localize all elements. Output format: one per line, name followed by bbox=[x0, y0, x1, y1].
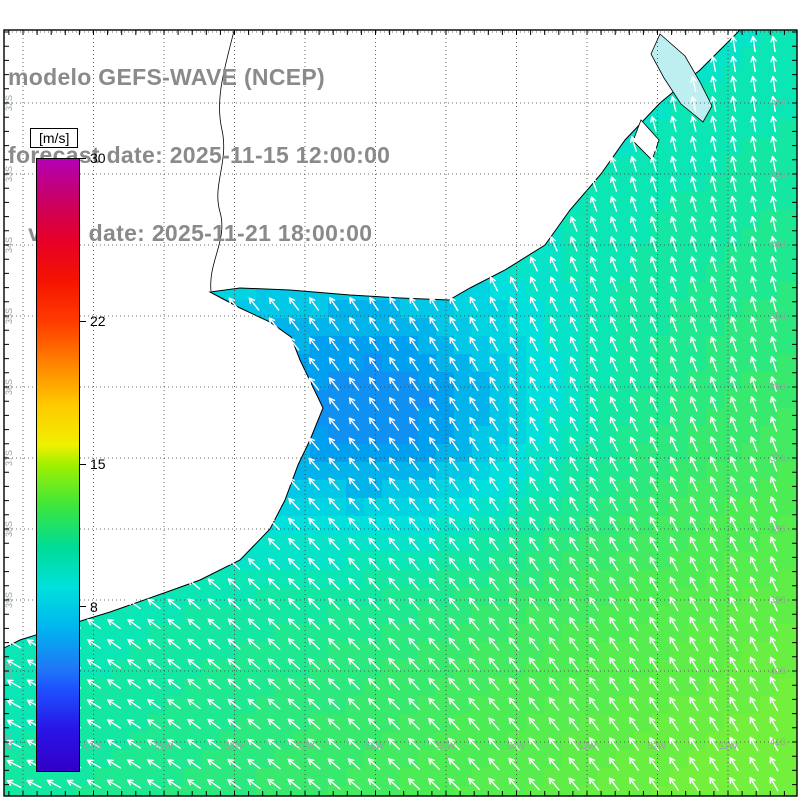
lat-label: 34S bbox=[770, 240, 786, 250]
lat-label: 40S bbox=[770, 666, 786, 676]
map-frame bbox=[3, 29, 798, 797]
lon-label: 52W bbox=[648, 741, 667, 751]
axis-ticks bbox=[4, 30, 797, 796]
graticule bbox=[4, 30, 797, 796]
lat-label: 41S bbox=[770, 737, 786, 747]
title-block: modelo GEFS-WAVE (NCEP) forecast date: 2… bbox=[8, 12, 390, 298]
lat-label: 36S bbox=[770, 382, 786, 392]
colorbar bbox=[36, 158, 80, 772]
lat-label: 35S bbox=[770, 311, 786, 321]
lon-label: 56W bbox=[366, 741, 385, 751]
lon-label: 60W bbox=[84, 741, 103, 751]
lat-label: 39S bbox=[770, 595, 786, 605]
lat-label: 38S bbox=[770, 524, 786, 534]
wind-arrows-layer bbox=[6, 35, 779, 792]
lon-label: 58W bbox=[225, 741, 244, 751]
lat-label: 32S bbox=[770, 98, 786, 108]
lon-label: 53W bbox=[578, 741, 597, 751]
lagoon-patos bbox=[650, 33, 713, 123]
colorbar-unit-label: [m/s] bbox=[30, 128, 79, 148]
lon-label: 55W bbox=[437, 741, 456, 751]
lat-label: 33S bbox=[770, 169, 786, 179]
model-title: modelo GEFS-WAVE (NCEP) bbox=[8, 64, 325, 90]
lon-label: 59W bbox=[155, 741, 174, 751]
lon-label: 57W bbox=[296, 741, 315, 751]
river-line bbox=[210, 30, 235, 292]
lat-label: 37S bbox=[770, 453, 786, 463]
lon-label: 54W bbox=[507, 741, 526, 751]
land-coastline bbox=[4, 30, 741, 649]
lagoon-mirim bbox=[632, 119, 660, 161]
lon-label: 51W bbox=[719, 741, 738, 751]
